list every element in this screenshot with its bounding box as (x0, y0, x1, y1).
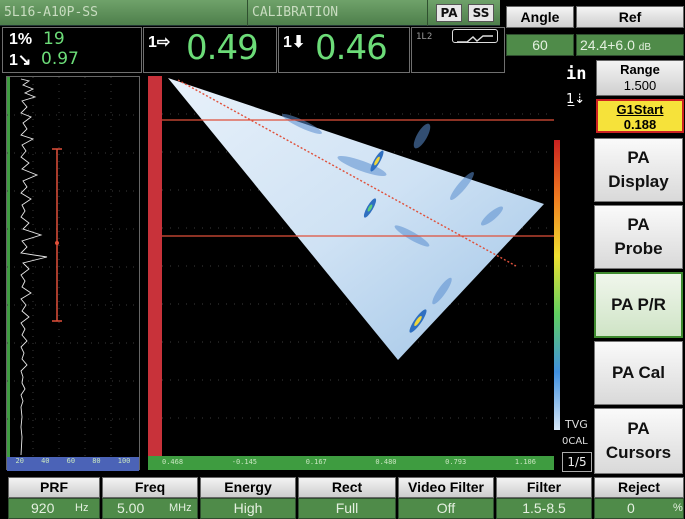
s-scan-tick: 0.480 (375, 458, 397, 466)
menu-pa-display[interactable]: PA Display (594, 138, 683, 202)
range-value: 1.500 (623, 78, 657, 93)
filter-label[interactable]: Filter (496, 477, 592, 498)
signal-icon (452, 29, 498, 43)
a-scan-tick: 20 (15, 457, 24, 465)
reading-depth-value: 0.97 (41, 49, 79, 69)
menu-page-indicator[interactable]: 1/5 (562, 452, 592, 472)
cal-label: 0CAL (562, 436, 588, 447)
pa-mode-button[interactable]: PA (436, 4, 462, 22)
menu-pa-cal[interactable]: PA Cal (594, 341, 683, 405)
energy-label[interactable]: Energy (200, 477, 296, 498)
ss-mode-button[interactable]: SS (468, 4, 494, 22)
freq-value: 5.00 (117, 500, 145, 516)
prf-unit: Hz (75, 502, 89, 514)
reading-depth-icon: 1↘ (9, 52, 32, 69)
menu-pa-pr-label: PA P/R (611, 295, 666, 314)
menu-pa-probe-line2: Probe (614, 239, 663, 258)
reading-depth: 1⬇ 0.46 (278, 27, 410, 73)
surface-distance-icon: 1⇨ (148, 34, 171, 51)
depth-scale (148, 76, 162, 456)
energy-value[interactable]: High (200, 498, 296, 519)
surface-distance-value: 0.49 (186, 28, 259, 68)
reading-surface-distance: 1⇨ 0.49 (143, 27, 277, 73)
angle-label[interactable]: Angle (506, 6, 574, 28)
reject-label[interactable]: Reject (594, 477, 684, 498)
range-field[interactable]: Range 1.500 (596, 60, 684, 96)
a-scan-tick: 80 (92, 457, 101, 465)
g1start-value: 0.188 (623, 117, 657, 132)
filter-value[interactable]: 1.5-8.5 (496, 498, 592, 519)
rect-value[interactable]: Full (298, 498, 396, 519)
rect-label[interactable]: Rect (298, 477, 396, 498)
tvg-label: TVG (565, 418, 588, 431)
units-label: in (566, 64, 587, 84)
ref-value-field[interactable]: 24.4+6.0 dB (576, 34, 684, 56)
ref-unit: dB (638, 42, 652, 53)
a-scan-tick: 60 (66, 457, 76, 465)
g1start-label: G1Start (616, 102, 664, 117)
depth-cursor-icon: 1̲⇣ (566, 92, 586, 107)
status-bar: 5L16-A10P-SS CALIBRATION (0, 0, 500, 26)
mode-label: CALIBRATION (248, 0, 428, 26)
menu-pa-probe-line1: PA (627, 215, 650, 234)
s-scan-tick: 1.106 (514, 458, 536, 466)
a-scan-tick: 100 (117, 457, 131, 465)
menu-pa-display-line1: PA (627, 148, 650, 167)
reading-amplitude-label: 1% (9, 31, 33, 48)
menu-pa-probe[interactable]: PA Probe (594, 205, 683, 269)
probe-name: 5L16-A10P-SS (0, 0, 248, 26)
menu-pa-cursors-line1: PA (627, 419, 650, 438)
reject-unit: % (673, 502, 683, 514)
reject-value: 0 (627, 500, 635, 516)
focal-law-label: 1L2 (416, 32, 433, 42)
s-scan-panel[interactable] (162, 76, 554, 456)
freq-unit: MHz (169, 502, 192, 514)
a-scan-tick: 40 (41, 457, 50, 465)
freq-label[interactable]: Freq (102, 477, 198, 498)
prf-label[interactable]: PRF (8, 477, 100, 498)
depth-icon: 1⬇ (283, 34, 306, 51)
reject-value-field[interactable]: 0 % (594, 498, 684, 519)
color-palette (554, 140, 560, 430)
menu-pa-cursors-line2: Cursors (605, 443, 672, 462)
ref-value: 24.4+6.0 (580, 37, 635, 53)
menu-pa-cursors[interactable]: PA Cursors (594, 408, 683, 474)
freq-value-field[interactable]: 5.00 MHz (102, 498, 198, 519)
menu-pa-display-line2: Display (608, 172, 669, 191)
a-scan-axis: 20 40 60 80 100 (7, 457, 139, 471)
reading-amplitude: 1% 19 1↘ 0.97 (2, 27, 142, 73)
ref-label[interactable]: Ref (576, 6, 684, 28)
s-scan-tick: -0.145 (231, 458, 258, 466)
s-scan-tick: 0.793 (445, 458, 467, 466)
prf-value: 920 (31, 500, 55, 516)
video-filter-value[interactable]: Off (398, 498, 494, 519)
a-scan-panel[interactable]: 20 40 60 80 100 (6, 76, 140, 471)
reading-amplitude-value: 19 (43, 29, 65, 49)
depth-value: 0.46 (315, 28, 388, 68)
s-scan-tick: 0.468 (162, 458, 184, 466)
focal-law-box: 1L2 (411, 27, 505, 73)
prf-value-field[interactable]: 920 Hz (8, 498, 100, 519)
s-scan-tick: 0.167 (305, 458, 327, 466)
s-scan-axis: 0.468 -0.145 0.167 0.480 0.793 1.106 (148, 456, 554, 470)
beam-cursor (177, 79, 517, 267)
menu-pa-pr[interactable]: PA P/R (594, 272, 683, 338)
menu-pa-cal-label: PA Cal (612, 363, 665, 382)
s-scan-image (162, 78, 554, 419)
video-filter-label[interactable]: Video Filter (398, 477, 494, 498)
g1start-field[interactable]: G1Start 0.188 (596, 99, 684, 133)
angle-value[interactable]: 60 (506, 34, 574, 56)
a-scan-plot (7, 77, 139, 457)
range-label: Range (620, 62, 660, 77)
